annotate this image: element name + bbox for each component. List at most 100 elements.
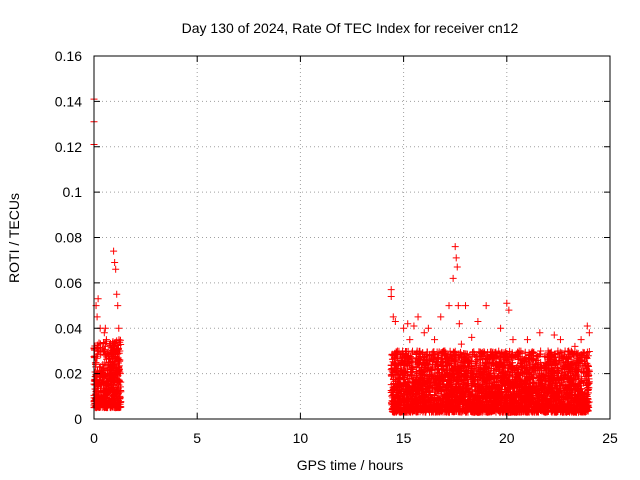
data-point — [436, 404, 444, 412]
data-point — [516, 375, 524, 383]
data-point — [472, 403, 480, 411]
data-point — [576, 379, 584, 387]
data-point — [116, 403, 124, 411]
data-point — [515, 347, 523, 355]
data-point — [567, 406, 575, 414]
data-point — [454, 376, 462, 384]
data-point — [111, 377, 119, 385]
data-point — [527, 396, 535, 404]
data-point — [572, 400, 580, 408]
data-point — [516, 355, 524, 363]
data-point — [465, 363, 473, 371]
data-point — [491, 377, 499, 385]
data-point — [426, 372, 434, 380]
data-point — [442, 366, 450, 374]
data-point — [459, 401, 467, 409]
data-point — [105, 374, 113, 382]
data-point — [517, 365, 525, 373]
data-point — [503, 400, 511, 408]
data-point — [420, 329, 428, 337]
data-point — [527, 400, 535, 408]
data-point — [574, 367, 582, 375]
data-point — [103, 370, 111, 378]
data-point — [389, 403, 397, 411]
data-point — [107, 396, 115, 404]
data-point — [450, 366, 458, 373]
data-point — [388, 364, 396, 372]
data-point — [424, 324, 432, 332]
data-point — [519, 370, 527, 378]
data-point — [506, 388, 514, 396]
y-tick-label: 0.06 — [55, 275, 82, 291]
data-point — [571, 407, 579, 415]
data-point — [102, 336, 110, 344]
data-point — [437, 373, 445, 381]
data-point — [419, 380, 427, 388]
data-point — [104, 401, 112, 409]
data-point — [488, 358, 496, 366]
data-point — [581, 361, 589, 369]
data-point — [536, 397, 544, 405]
data-point — [479, 374, 487, 382]
data-point — [481, 375, 489, 383]
data-point — [445, 302, 453, 310]
data-point — [546, 358, 554, 366]
data-point — [521, 376, 529, 384]
data-point — [510, 376, 518, 384]
data-point — [408, 403, 416, 411]
data-point — [569, 373, 577, 381]
x-tick-labels: 0 5 10 15 20 25 — [90, 430, 618, 446]
data-point — [517, 379, 525, 387]
data-point — [584, 387, 592, 395]
data-point — [427, 395, 435, 403]
data-point — [439, 365, 447, 373]
data-point — [112, 350, 120, 358]
data-point — [102, 361, 110, 369]
data-point — [461, 366, 469, 374]
data-point — [579, 389, 587, 397]
data-point — [492, 396, 500, 404]
data-point — [517, 359, 525, 367]
data-point — [490, 373, 498, 381]
data-point — [569, 396, 577, 404]
data-point — [584, 362, 592, 370]
data-point — [546, 382, 554, 390]
y-tick-label: 0.1 — [63, 184, 83, 200]
data-point — [108, 353, 116, 361]
data-point — [502, 380, 510, 388]
data-point — [455, 365, 463, 373]
data-point — [387, 292, 395, 300]
data-point — [96, 403, 104, 411]
data-point — [515, 406, 523, 414]
data-point — [450, 349, 458, 357]
data-point — [583, 393, 591, 401]
data-point — [544, 390, 552, 398]
data-point — [461, 379, 469, 387]
data-point — [509, 336, 517, 344]
data-point — [489, 348, 497, 356]
data-point — [556, 336, 564, 344]
data-point — [544, 347, 552, 355]
data-point — [558, 354, 566, 362]
data-point — [409, 390, 417, 398]
data-point — [447, 372, 455, 380]
y-tick-label: 0.16 — [55, 48, 82, 64]
data-point — [115, 362, 123, 370]
x-tick-label: 5 — [193, 430, 201, 446]
data-point — [107, 358, 115, 366]
data-point — [426, 388, 434, 396]
x-tick-label: 20 — [499, 430, 515, 446]
data-point — [565, 347, 573, 355]
data-point — [457, 340, 465, 348]
data-point — [388, 372, 396, 380]
data-point — [436, 368, 444, 376]
data-point — [436, 360, 444, 368]
data-point — [114, 370, 122, 378]
data-point — [397, 393, 405, 401]
data-point — [100, 347, 108, 355]
data-point — [101, 351, 109, 359]
data-point — [504, 407, 512, 415]
data-point — [93, 313, 101, 321]
data-point — [513, 401, 521, 409]
data-point — [114, 354, 122, 362]
